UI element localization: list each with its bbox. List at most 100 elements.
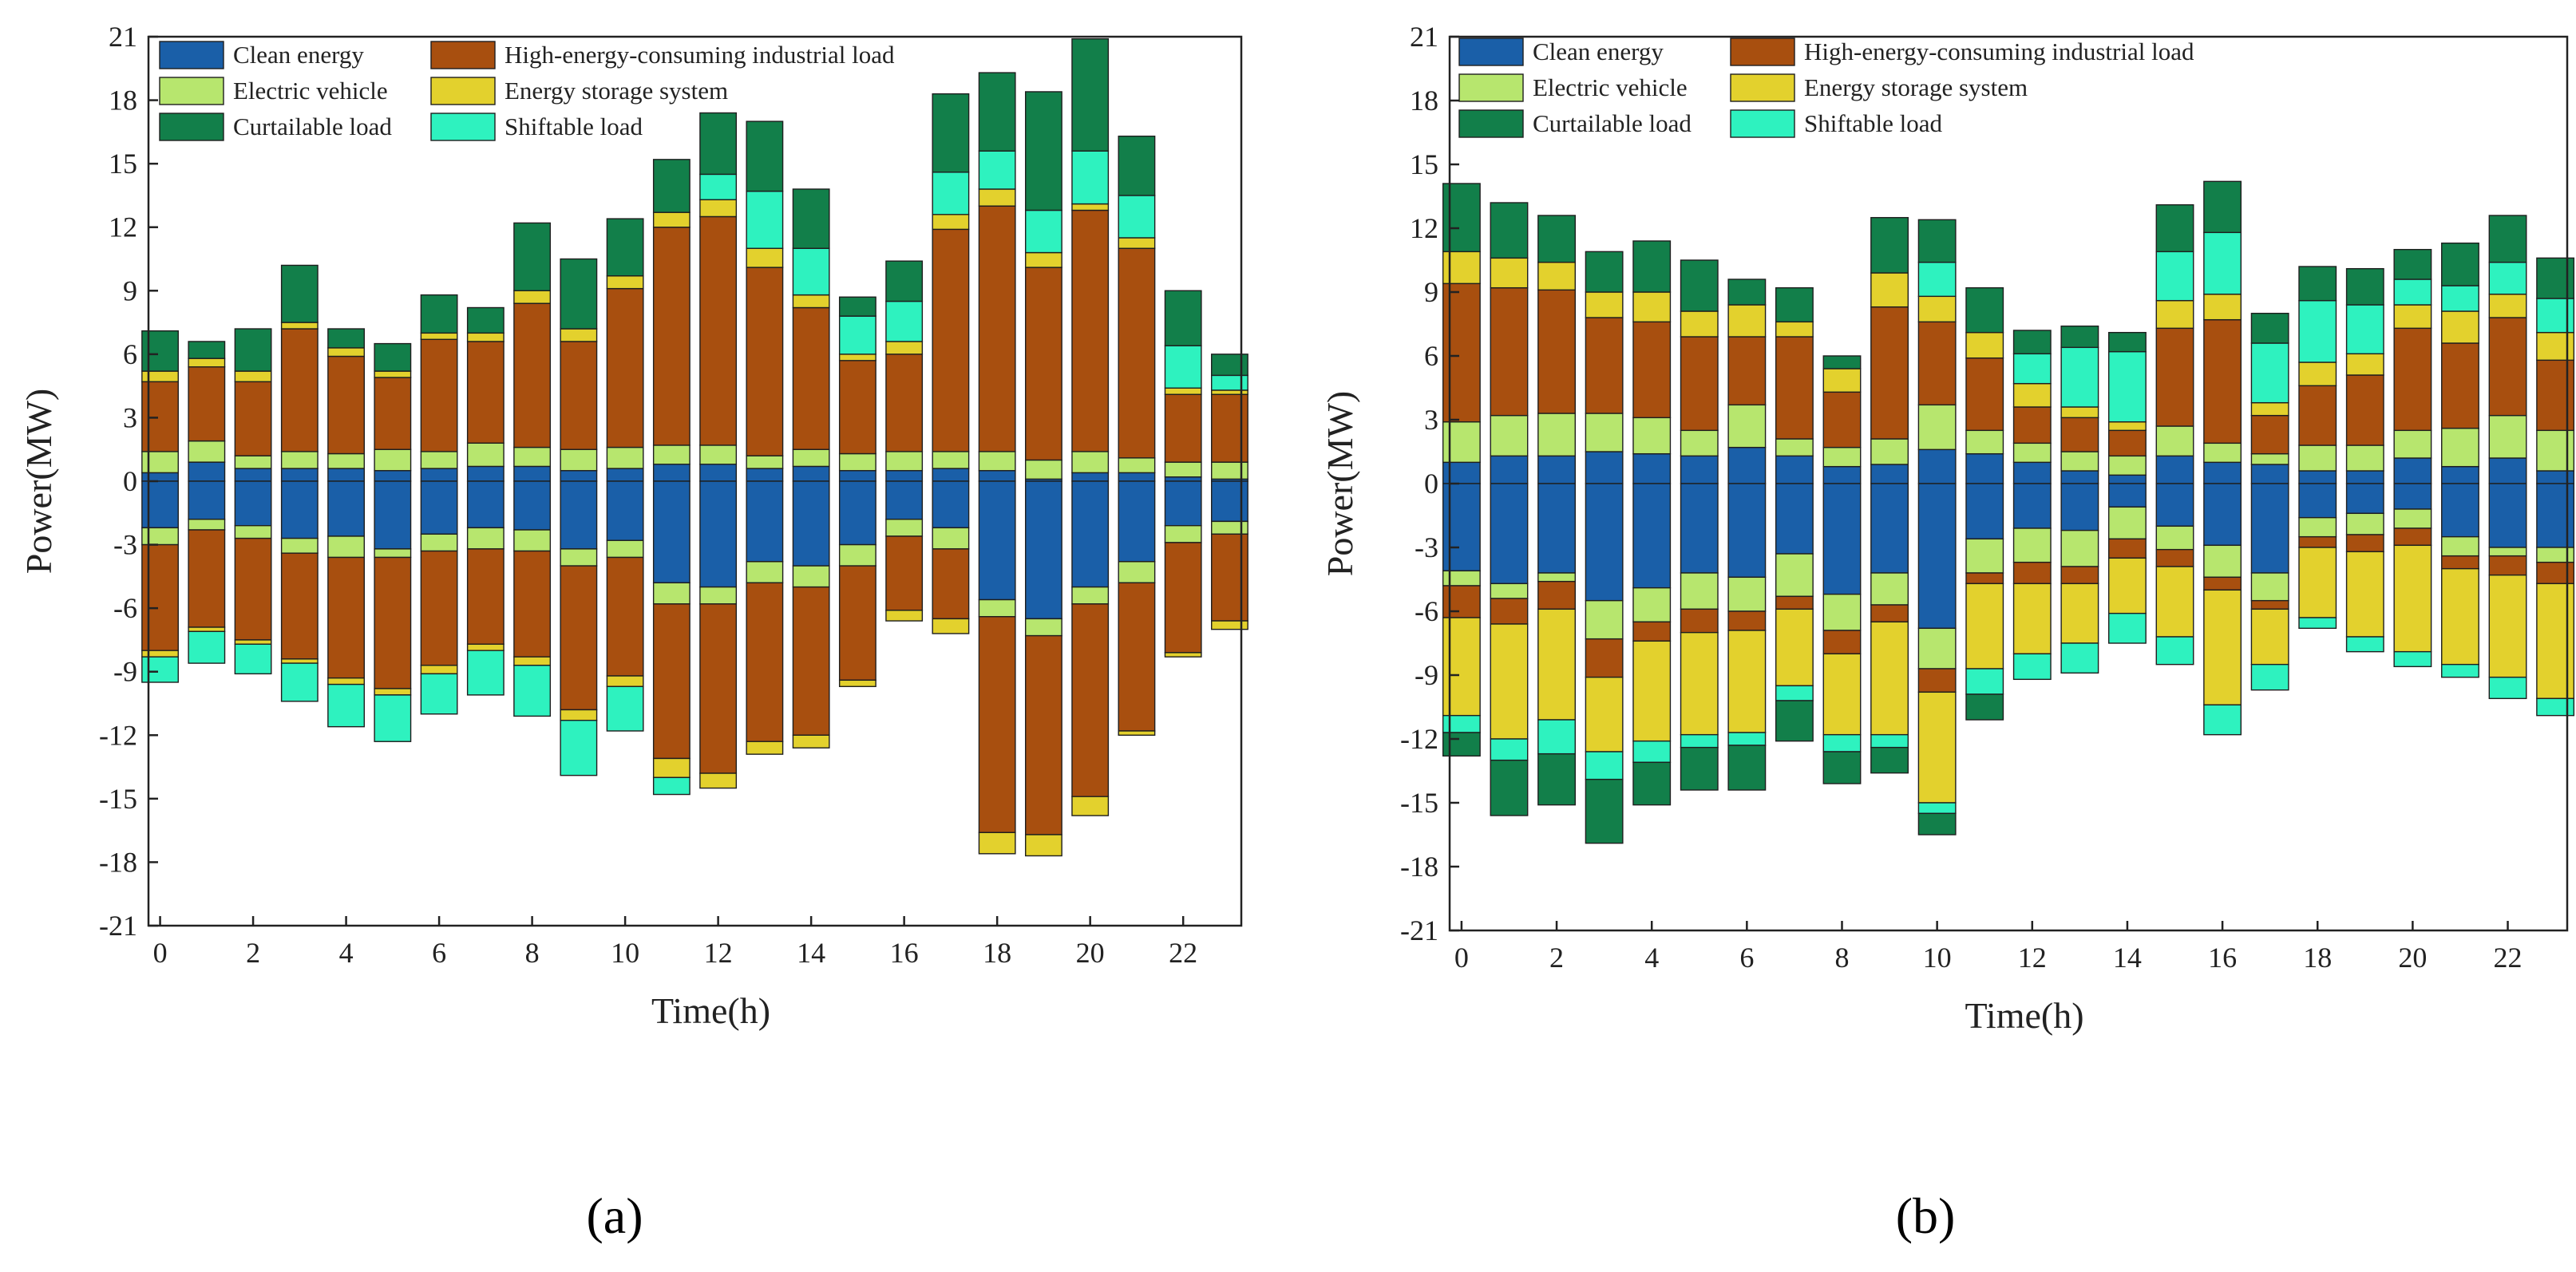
bar-curtailable-load-pos-3 — [280, 264, 319, 323]
bar-electric-vehicle-pos-17 — [2250, 452, 2289, 465]
bars — [141, 38, 1248, 857]
bar-electric-vehicle-neg-1 — [1490, 583, 1529, 599]
x-axis-label: Time(h) — [1965, 995, 2083, 1036]
bar-electric-vehicle-neg-15 — [2155, 525, 2194, 551]
bar-shiftable-load-neg-16 — [2203, 704, 2242, 736]
chart-panel-b: -21 -18 -15 -12 -9 -6 -3 0 3 6 9 12 15 18 21 0 2 4 6 8 10 12 1… — [1320, 21, 2575, 1244]
bar-clean-energy-pos-20 — [2393, 457, 2432, 484]
bar-electric-vehicle-neg-10 — [1917, 627, 1957, 670]
bar-shiftable-load-pos-16 — [2203, 231, 2242, 295]
bar-energy-storage-system-neg-5 — [1680, 631, 1719, 736]
bar-energy-storage-system-neg-9 — [560, 709, 598, 721]
bar-clean-energy-pos-9 — [560, 470, 598, 482]
bar-curtailable-load-pos-5 — [1680, 259, 1719, 312]
bar-electric-vehicle-pos-10 — [1917, 404, 1957, 451]
legend-label-energy-storage-system: Energy storage system — [505, 77, 728, 105]
bar-electric-vehicle-pos-13 — [2060, 451, 2099, 472]
bar-shiftable-load-neg-6 — [1727, 732, 1767, 746]
bar-high-energy-consuming-industrial-load-pos-0 — [1442, 282, 1481, 423]
bar-clean-energy-neg-22 — [1164, 480, 1202, 527]
bar-high-energy-consuming-industrial-load-pos-20 — [1071, 209, 1110, 452]
bar-high-energy-consuming-industrial-load-pos-13 — [746, 267, 784, 456]
bar-high-energy-consuming-industrial-load-pos-22 — [1164, 393, 1202, 463]
bar-high-energy-consuming-industrial-load-neg-11 — [1965, 572, 2004, 585]
bar-electric-vehicle-neg-2 — [234, 525, 272, 539]
bar-clean-energy-neg-13 — [2060, 483, 2099, 531]
y-tick-label: 12 — [1410, 212, 1438, 244]
bar-clean-energy-pos-8 — [513, 465, 552, 482]
y-tick-label: -6 — [113, 592, 137, 624]
x-tick-label: 20 — [1076, 937, 1105, 969]
bar-clean-energy-neg-12 — [699, 480, 738, 588]
bar-electric-vehicle-pos-16 — [885, 451, 924, 472]
bar-energy-storage-system-pos-12 — [2012, 382, 2052, 408]
bar-energy-storage-system-neg-16 — [885, 610, 924, 622]
bar-shiftable-load-pos-10 — [1917, 261, 1957, 298]
bar-clean-energy-pos-7 — [466, 465, 505, 482]
bar-curtailable-load-pos-8 — [513, 222, 552, 291]
bar-clean-energy-pos-1 — [1490, 455, 1529, 484]
bar-electric-vehicle-pos-21 — [2441, 427, 2479, 468]
bar-shiftable-load-pos-14 — [2108, 350, 2147, 423]
bar-curtailable-load-neg-9 — [1870, 746, 1909, 774]
bar-high-energy-consuming-industrial-load-neg-20 — [2393, 527, 2432, 547]
legend: Clean energy Electric vehicle Curtailable … — [1458, 38, 2194, 138]
bar-high-energy-consuming-industrial-load-neg-14 — [792, 586, 830, 736]
y-axis-label: Power(MW) — [1320, 391, 1360, 577]
bar-clean-energy-pos-0 — [141, 472, 179, 482]
x-tick-label: 2 — [246, 937, 260, 969]
bar-electric-vehicle-pos-2 — [1537, 413, 1576, 457]
bar-electric-vehicle-neg-9 — [560, 548, 598, 567]
bar-electric-vehicle-pos-7 — [1775, 438, 1814, 457]
legend-swatch-high-energy-consuming-industrial-load — [430, 41, 496, 69]
bar-energy-storage-system-neg-19 — [1024, 834, 1062, 857]
bar-electric-vehicle-pos-8 — [1822, 446, 1862, 468]
bar-high-energy-consuming-industrial-load-pos-0 — [141, 381, 179, 452]
bar-high-energy-consuming-industrial-load-pos-18 — [2298, 385, 2337, 446]
bar-high-energy-consuming-industrial-load-pos-19 — [1024, 267, 1062, 461]
bar-clean-energy-neg-21 — [1118, 480, 1156, 563]
x-tick-label: 20 — [2398, 942, 2427, 974]
bar-high-energy-consuming-industrial-load-neg-2 — [234, 537, 272, 641]
bar-clean-energy-neg-9 — [560, 480, 598, 550]
bar-clean-energy-pos-20 — [1071, 472, 1110, 482]
legend-swatch-shiftable-load — [430, 113, 496, 141]
bar-electric-vehicle-pos-21 — [1118, 457, 1156, 474]
bar-electric-vehicle-neg-21 — [1118, 561, 1156, 584]
legend-label-energy-storage-system: Energy storage system — [1804, 73, 2028, 101]
bar-energy-storage-system-pos-8 — [1822, 368, 1862, 393]
bar-curtailable-load-pos-14 — [792, 188, 830, 249]
bar-electric-vehicle-pos-14 — [792, 448, 830, 468]
bar-high-energy-consuming-industrial-load-pos-12 — [699, 215, 738, 446]
bar-electric-vehicle-pos-12 — [699, 444, 738, 465]
x-tick-label: 8 — [525, 937, 540, 969]
bar-energy-storage-system-pos-16 — [885, 341, 924, 355]
x-tick-label: 4 — [1644, 942, 1659, 974]
bar-energy-storage-system-neg-23 — [1211, 620, 1248, 630]
bar-curtailable-load-pos-3 — [1585, 251, 1624, 293]
bar-energy-storage-system-pos-15 — [838, 354, 876, 361]
bar-curtailable-load-neg-8 — [1822, 751, 1862, 784]
bar-curtailable-load-pos-10 — [1917, 219, 1957, 263]
bar-high-energy-consuming-industrial-load-pos-14 — [2108, 429, 2147, 457]
bar-curtailable-load-pos-0 — [141, 330, 179, 372]
bar-high-energy-consuming-industrial-load-neg-21 — [2441, 555, 2479, 570]
bar-clean-energy-neg-9 — [1870, 483, 1909, 574]
bar-electric-vehicle-neg-0 — [141, 527, 179, 546]
bar-high-energy-consuming-industrial-load-neg-0 — [141, 543, 179, 651]
bar-high-energy-consuming-industrial-load-neg-19 — [1024, 634, 1062, 835]
bar-curtailable-load-pos-2 — [234, 328, 272, 372]
bar-shiftable-load-pos-12 — [2012, 353, 2052, 385]
bar-curtailable-load-neg-5 — [1680, 746, 1719, 791]
bar-shiftable-load-neg-9 — [1870, 733, 1909, 749]
bar-electric-vehicle-neg-20 — [1071, 586, 1110, 605]
bar-electric-vehicle-pos-10 — [606, 446, 644, 469]
y-tick-label: 6 — [123, 338, 137, 370]
bar-clean-energy-pos-5 — [374, 470, 412, 482]
bar-energy-storage-system-pos-18 — [2298, 361, 2337, 387]
bar-shiftable-load-pos-23 — [2536, 298, 2575, 334]
bar-high-energy-consuming-industrial-load-neg-18 — [978, 616, 1016, 833]
bar-shiftable-load-neg-7 — [466, 650, 505, 696]
bar-electric-vehicle-pos-22 — [1164, 461, 1202, 478]
bar-high-energy-consuming-industrial-load-neg-8 — [1822, 630, 1862, 655]
